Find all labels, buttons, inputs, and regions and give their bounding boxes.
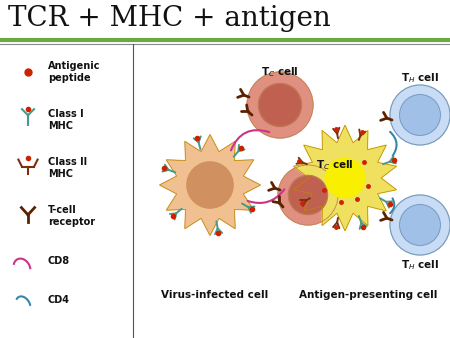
Text: Antigen-presenting cell: Antigen-presenting cell — [299, 290, 437, 300]
Text: T$_H$ cell: T$_H$ cell — [401, 258, 439, 272]
Text: CD4: CD4 — [48, 295, 70, 305]
Circle shape — [288, 175, 328, 215]
Circle shape — [278, 165, 338, 225]
Polygon shape — [160, 135, 261, 235]
Circle shape — [325, 158, 365, 198]
Circle shape — [390, 195, 450, 255]
Circle shape — [259, 83, 302, 126]
Text: T$_C$ cell: T$_C$ cell — [261, 65, 299, 79]
Text: TCR + MHC + antigen: TCR + MHC + antigen — [8, 5, 331, 32]
Circle shape — [187, 162, 233, 208]
Polygon shape — [293, 125, 396, 231]
Circle shape — [247, 72, 313, 138]
Text: Virus-infected cell: Virus-infected cell — [162, 290, 269, 300]
Text: CD8: CD8 — [48, 256, 70, 266]
Text: Class I
MHC: Class I MHC — [48, 109, 84, 131]
Text: Antigenic
peptide: Antigenic peptide — [48, 61, 100, 83]
Circle shape — [400, 204, 441, 245]
Text: T-cell
receptor: T-cell receptor — [48, 205, 95, 227]
Text: T$_H$ cell: T$_H$ cell — [401, 71, 439, 85]
Text: T$_C$ cell: T$_C$ cell — [316, 158, 354, 172]
Circle shape — [390, 85, 450, 145]
Text: Class II
MHC: Class II MHC — [48, 157, 87, 179]
Circle shape — [400, 95, 441, 136]
